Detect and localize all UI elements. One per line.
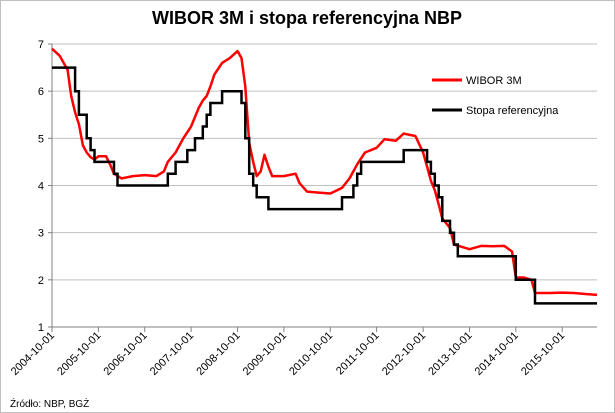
x-tick-label: 2015-10-01 [519,330,567,378]
x-tick-label: 2010-10-01 [287,330,335,378]
x-tick-label: 2007-10-01 [148,330,196,378]
y-tick-label: 4 [38,181,44,193]
legend-label-wibor-3m: WIBOR 3M [466,75,522,87]
series-line-stopa-referencyjna [52,66,597,305]
legend: WIBOR 3M Stopa referencyjna [432,75,559,117]
x-tick-label: 2013-10-01 [426,330,474,378]
y-tick-label: 2 [38,275,44,287]
y-tick-label: 5 [38,133,44,145]
legend-label-stopa-referencyjna: Stopa referencyjna [466,105,559,117]
y-tick-label: 7 [38,39,44,51]
x-tick-label: 2008-10-01 [194,330,242,378]
chart-title: WIBOR 3M i stopa referencyjna NBP [152,8,462,28]
x-tick-label: 2004-10-01 [9,330,57,378]
x-tick-label: 2009-10-01 [241,330,289,378]
x-tick-label: 2006-10-01 [102,330,150,378]
x-tick-label: 2014-10-01 [473,330,521,378]
y-tick-label: 1 [38,322,44,334]
source-note: Źródło: NBP, BGŻ [10,397,89,410]
series-layer [51,47,598,305]
x-tick-label: 2012-10-01 [380,330,428,378]
x-tick-label: 2005-10-01 [55,330,103,378]
y-tick-label: 6 [38,86,44,98]
x-tick-label: 2011-10-01 [334,330,382,378]
y-tick-label: 3 [38,228,44,240]
